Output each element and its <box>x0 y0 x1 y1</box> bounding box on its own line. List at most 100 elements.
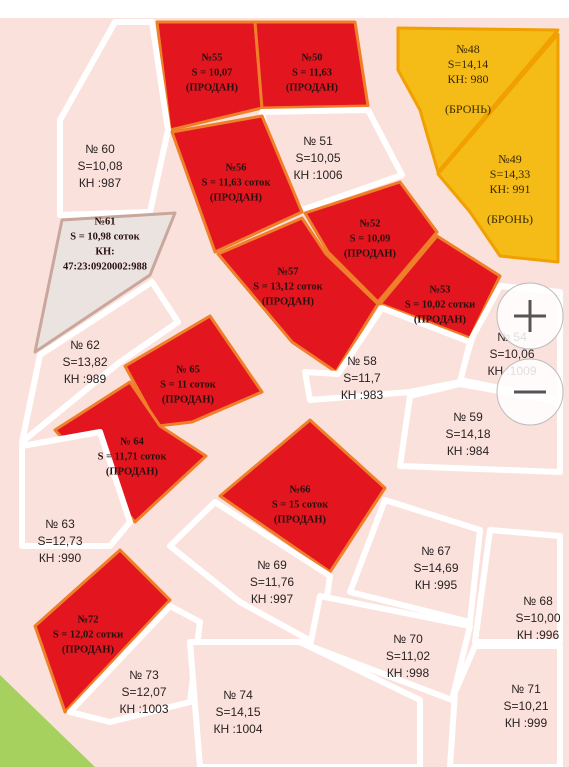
plot-label: (ПРОДАН) <box>344 248 397 259</box>
plot-label: S = 10,09 <box>350 233 391 244</box>
plot-label: №48 <box>456 42 479 56</box>
plot-label: (БРОНЬ) <box>487 212 533 226</box>
plot-label: № 74 <box>223 688 253 702</box>
plot-label: №50 <box>301 52 322 63</box>
plot-label: КН :1003 <box>119 702 168 716</box>
plot-label: №57 <box>277 266 298 277</box>
zoom-in-button[interactable] <box>496 282 564 350</box>
plot-label: № 67 <box>421 544 451 558</box>
plot-label: №61 <box>94 216 115 227</box>
plot <box>436 32 560 264</box>
plot <box>447 643 563 767</box>
plot <box>187 639 423 767</box>
plot-label: №53 <box>429 284 450 295</box>
plot-label: S = 12,02 сотки <box>53 629 123 640</box>
plot-label: № 71 <box>511 682 541 696</box>
plot-label: КН :1004 <box>213 722 262 736</box>
plot-label: S=14,14 <box>448 57 488 71</box>
plot-label: S=11,7 <box>343 371 381 385</box>
plot <box>216 216 380 374</box>
plot-label: КН :998 <box>387 666 430 680</box>
plot-label: № 59 <box>453 410 483 424</box>
plot-label: S=14,33 <box>490 167 530 181</box>
plot <box>378 234 502 340</box>
plot-label: (ПРОДАН) <box>274 514 327 525</box>
plot-label: КН :1006 <box>293 168 342 182</box>
plot-label: (ПРОДАН) <box>262 296 315 307</box>
plot-label: КН :989 <box>64 372 107 386</box>
plot-label: (ПРОДАН) <box>186 82 239 93</box>
plot-label: (ПРОДАН) <box>62 644 115 655</box>
plot <box>253 20 370 110</box>
plot-label: № 65 <box>176 364 200 375</box>
plot-label: S=12,73 <box>37 534 82 548</box>
plot-label: S=11,76 <box>250 575 294 589</box>
plot-label: КН :987 <box>79 176 122 190</box>
plot-label: № 60 <box>85 142 115 156</box>
plot-label: КН :996 <box>517 628 560 642</box>
plot <box>302 305 473 403</box>
plot-label: КН: 991 <box>489 182 530 196</box>
plot-label: S = 15 соток <box>272 499 329 510</box>
zoom-out-button[interactable] <box>496 358 564 426</box>
plot-label: № 68 <box>523 594 553 608</box>
plot-label: S=14,69 <box>413 561 458 575</box>
plots <box>19 19 563 767</box>
plot-label: (ПРОДАН) <box>286 82 339 93</box>
plot-label: S=12,07 <box>121 685 166 699</box>
plot <box>472 527 563 645</box>
plot <box>347 497 483 625</box>
plot-label: S = 10,98 соток <box>70 231 140 242</box>
plot-label: КН :983 <box>341 388 384 402</box>
plot-label: S = 13,12 соток <box>253 281 323 292</box>
plot-label: КН: 980 <box>447 72 488 86</box>
plot-label: КН :984 <box>447 444 490 458</box>
plot <box>170 114 304 254</box>
plot <box>218 418 387 574</box>
plot-label: КН :997 <box>251 592 294 606</box>
plot-label: КН: <box>95 246 114 257</box>
plot <box>33 548 172 714</box>
plot-label: (БРОНЬ) <box>445 102 491 116</box>
plot-label: № 70 <box>393 632 423 646</box>
plot-label: (ПРОДАН) <box>106 466 159 477</box>
plot-label: S = 11 соток <box>160 379 217 390</box>
plot-label: КН :995 <box>415 578 458 592</box>
plot-label: № 73 <box>129 668 159 682</box>
plot-label: №52 <box>359 218 380 229</box>
plot-label: S = 11,71 соток <box>98 451 168 462</box>
plot-label: S = 11,63 соток <box>202 177 272 188</box>
plot-label: (ПРОДАН) <box>162 394 215 405</box>
plot-label: №55 <box>201 52 222 63</box>
plot <box>396 26 560 174</box>
plot <box>33 211 177 354</box>
plot-label: S=10,21 <box>503 699 548 713</box>
plot-label: № 69 <box>257 558 287 572</box>
plot-label: № 58 <box>347 354 377 368</box>
plot-label: № 63 <box>45 517 75 531</box>
plot-label: № 62 <box>70 338 100 352</box>
plot-label: S = 10,02 сотки <box>405 299 475 310</box>
plot-label: №66 <box>289 484 310 495</box>
plot-label: 47:23:0920002:988 <box>63 261 147 272</box>
plot-label: S=14,18 <box>445 427 490 441</box>
plot-label: (ПРОДАН) <box>210 192 263 203</box>
green-area <box>0 675 95 767</box>
plot <box>57 19 171 218</box>
plot-label: КН :990 <box>39 551 82 565</box>
plot-label: S=10,05 <box>295 151 340 165</box>
labels: №55 S = 10,07 (ПРОДАН) №50 S = 11,63 (ПРОДАН)… <box>37 42 560 736</box>
plot-label: S=14,15 <box>215 705 260 719</box>
plot-label: S=13,82 <box>62 355 107 369</box>
plot-label: (ПРОДАН) <box>414 314 467 325</box>
plot-label: № 51 <box>303 134 333 148</box>
plot-label: S = 10,07 <box>192 67 233 78</box>
plot-label: S=10,06 <box>489 347 534 361</box>
plot-label: S=11,02 <box>386 649 430 663</box>
plot <box>303 180 439 304</box>
plot <box>19 279 181 445</box>
road <box>0 0 569 18</box>
plot-label: №49 <box>498 152 521 166</box>
plot-label: S=10,08 <box>77 159 122 173</box>
